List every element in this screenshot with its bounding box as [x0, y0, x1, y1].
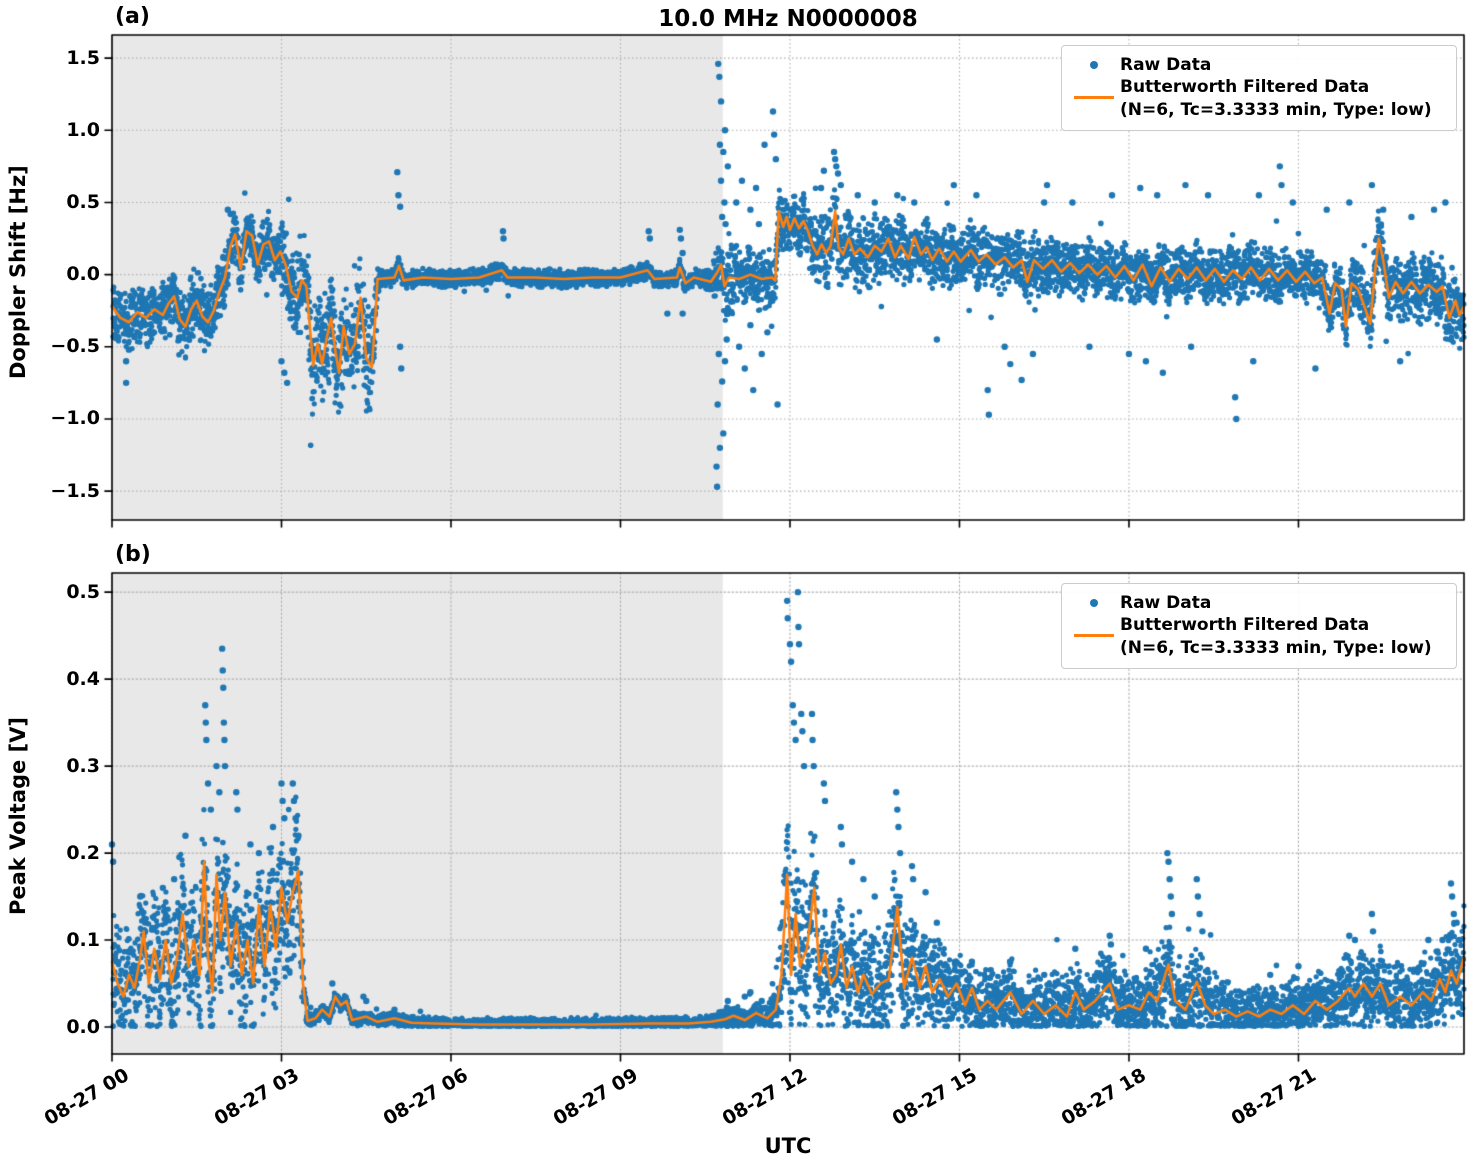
panel-a-legend: Raw Data Butterworth Filtered Data (N=6,… — [1061, 45, 1457, 132]
y-tick-label: −1.0 — [50, 407, 100, 430]
y-tick-label: 1.0 — [66, 118, 100, 141]
y-tick-label: 0.2 — [66, 841, 100, 864]
y-tick-label: 0.0 — [66, 263, 100, 286]
legend-filtered-line1: Butterworth Filtered Data — [1120, 77, 1370, 98]
legend-filtered-line1: Butterworth Filtered Data — [1120, 615, 1370, 636]
panel-b-legend: Raw Data Butterworth Filtered Data (N=6,… — [1061, 583, 1457, 670]
legend-filtered-line2: (N=6, Tc=3.3333 min, Type: low) — [1120, 99, 1432, 120]
y-tick-label: 1.5 — [66, 46, 100, 69]
panel-a-tag: (a) — [115, 4, 150, 29]
y-tick-label: 0.5 — [66, 580, 100, 603]
y-tick-label: 0.0 — [66, 1015, 100, 1038]
y-tick-label: 0.3 — [66, 754, 100, 777]
legend-raw-row: Raw Data — [1068, 54, 1446, 76]
filtered-line-icon — [1074, 96, 1114, 100]
panel-b-tag: (b) — [115, 542, 151, 567]
filtered-line-icon — [1074, 634, 1114, 638]
y-tick-label: −1.5 — [50, 479, 100, 502]
raw-data-dot-icon — [1090, 61, 1098, 69]
y-tick-label: 0.1 — [66, 928, 100, 951]
legend-raw-row: Raw Data — [1068, 592, 1446, 614]
legend-filtered-row: Butterworth Filtered Data (N=6, Tc=3.333… — [1068, 614, 1446, 659]
raw-data-dot-icon — [1090, 599, 1098, 607]
legend-filtered-line2: (N=6, Tc=3.3333 min, Type: low) — [1120, 637, 1432, 658]
legend-filtered-row: Butterworth Filtered Data (N=6, Tc=3.333… — [1068, 76, 1446, 121]
y-tick-label: 0.4 — [66, 667, 100, 690]
legend-filtered-label: Butterworth Filtered Data (N=6, Tc=3.333… — [1120, 76, 1432, 121]
y-tick-label: −0.5 — [50, 335, 100, 358]
x-axis-label: UTC — [764, 1134, 812, 1158]
panel-b-ylabel: Peak Voltage [V] — [6, 716, 30, 916]
legend-filtered-label: Butterworth Filtered Data (N=6, Tc=3.333… — [1120, 614, 1432, 659]
y-tick-label: 0.5 — [66, 190, 100, 213]
legend-raw-label: Raw Data — [1120, 55, 1212, 75]
chart-title: 10.0 MHz N0000008 — [658, 6, 918, 32]
legend-raw-label: Raw Data — [1120, 593, 1212, 613]
